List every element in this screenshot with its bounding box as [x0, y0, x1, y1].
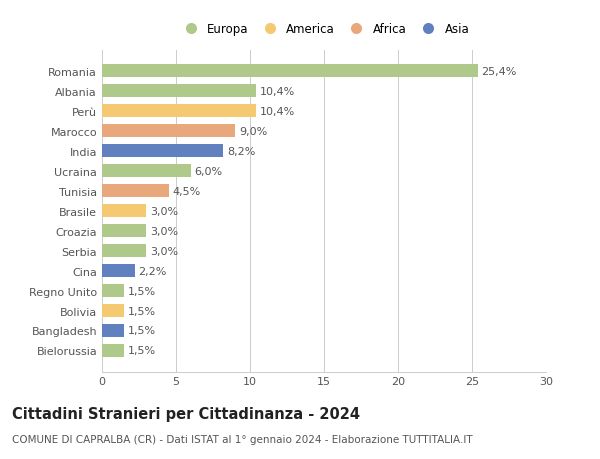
Bar: [102, 205, 146, 218]
Bar: [102, 285, 124, 297]
Text: COMUNE DI CAPRALBA (CR) - Dati ISTAT al 1° gennaio 2024 - Elaborazione TUTTITALI: COMUNE DI CAPRALBA (CR) - Dati ISTAT al …: [12, 434, 473, 444]
Bar: [102, 245, 146, 257]
Legend: Europa, America, Africa, Asia: Europa, America, Africa, Asia: [176, 21, 472, 39]
Text: 10,4%: 10,4%: [260, 106, 295, 117]
Bar: [102, 344, 124, 357]
Bar: [102, 125, 235, 138]
Bar: [102, 224, 146, 238]
Text: 3,0%: 3,0%: [150, 226, 178, 236]
Text: 3,0%: 3,0%: [150, 206, 178, 216]
Text: 9,0%: 9,0%: [239, 126, 267, 136]
Bar: [102, 85, 256, 98]
Text: 10,4%: 10,4%: [260, 87, 295, 96]
Text: 6,0%: 6,0%: [194, 166, 223, 176]
Text: 2,2%: 2,2%: [138, 266, 167, 276]
Bar: [102, 325, 124, 337]
Bar: [102, 165, 191, 178]
Bar: [102, 65, 478, 78]
Bar: [102, 185, 169, 198]
Text: 1,5%: 1,5%: [128, 306, 156, 316]
Bar: [102, 264, 134, 277]
Bar: [102, 105, 256, 118]
Text: 3,0%: 3,0%: [150, 246, 178, 256]
Text: 1,5%: 1,5%: [128, 286, 156, 296]
Text: 4,5%: 4,5%: [172, 186, 200, 196]
Text: 1,5%: 1,5%: [128, 326, 156, 336]
Text: 8,2%: 8,2%: [227, 146, 256, 157]
Text: Cittadini Stranieri per Cittadinanza - 2024: Cittadini Stranieri per Cittadinanza - 2…: [12, 406, 360, 421]
Bar: [102, 304, 124, 317]
Bar: [102, 145, 223, 158]
Text: 1,5%: 1,5%: [128, 346, 156, 356]
Text: 25,4%: 25,4%: [482, 67, 517, 77]
